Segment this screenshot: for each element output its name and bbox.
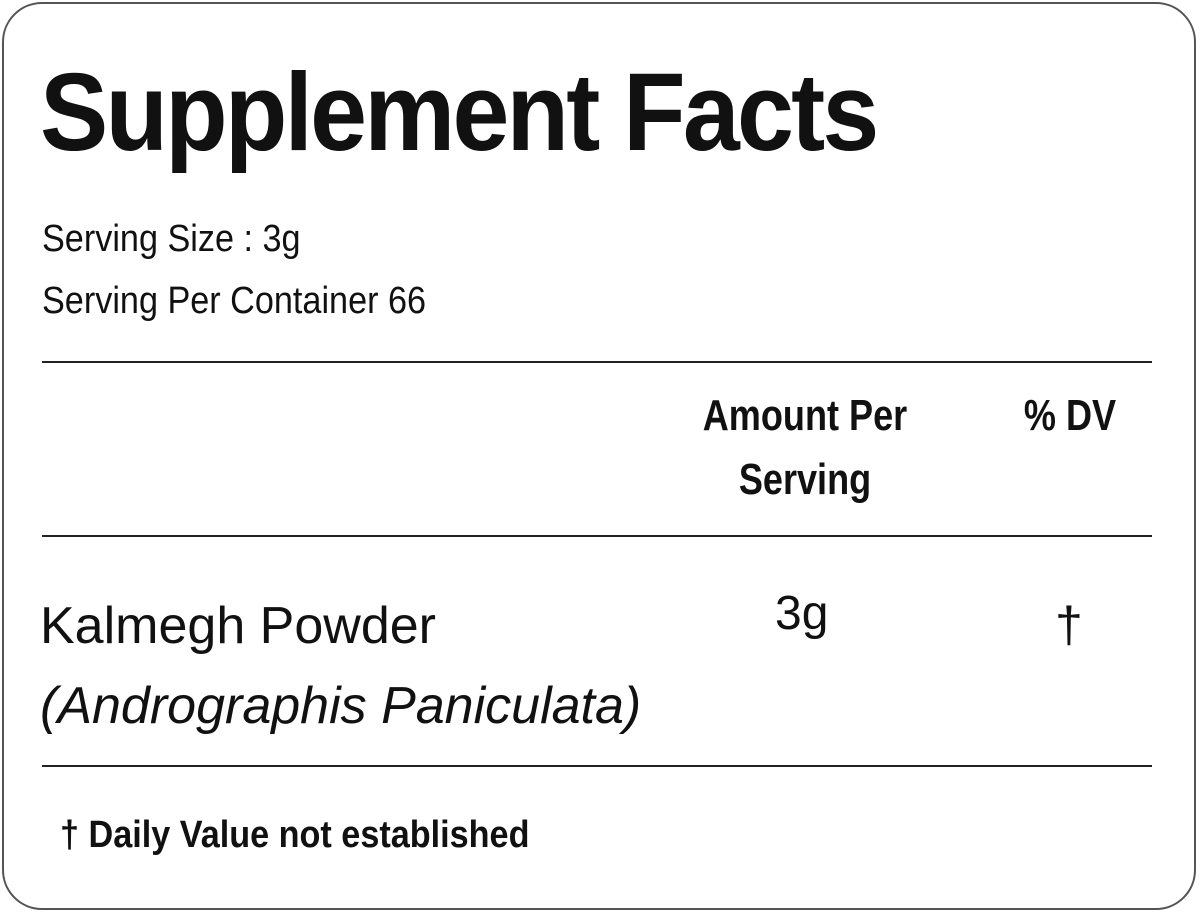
divider (42, 535, 1152, 537)
ingredient-name: Kalmegh Powder (40, 597, 436, 655)
footnote: † Daily Value not established (60, 814, 530, 856)
ingredient-amount: 3g (775, 587, 829, 640)
dv-header: % DV (1023, 391, 1117, 440)
ingredient-dv: † (1055, 597, 1083, 653)
divider (42, 361, 1152, 363)
label-title: Supplement Facts (40, 51, 879, 174)
divider (42, 765, 1152, 767)
servings-per-container: Serving Per Container 66 (42, 280, 427, 322)
serving-size: Serving Size : 3g (42, 218, 301, 260)
ingredient-latin: (Andrographis Paniculata) (40, 677, 642, 735)
amount-header: Amount Per Serving (702, 391, 908, 504)
